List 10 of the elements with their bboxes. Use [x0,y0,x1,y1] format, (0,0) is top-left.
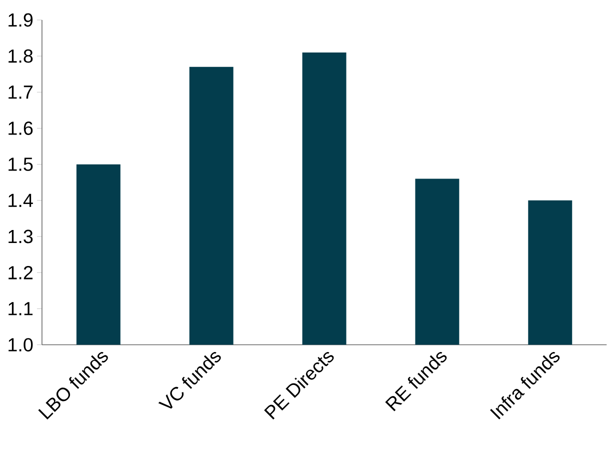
y-tick-label: 1.5 [8,158,33,172]
y-tick-label: 1.6 [8,122,33,136]
y-tick-label: 1.7 [8,86,33,99]
y-tick-label: 1.3 [8,230,33,244]
y-tick-label: 1.8 [8,50,33,63]
y-tick-label: 1.4 [8,194,33,208]
y-tick-label: 1.1 [8,302,33,316]
y-tick-label: 1.0 [8,338,33,352]
y-tick-label: 1.9 [8,13,33,27]
y-tick-label: 1.2 [8,266,33,280]
